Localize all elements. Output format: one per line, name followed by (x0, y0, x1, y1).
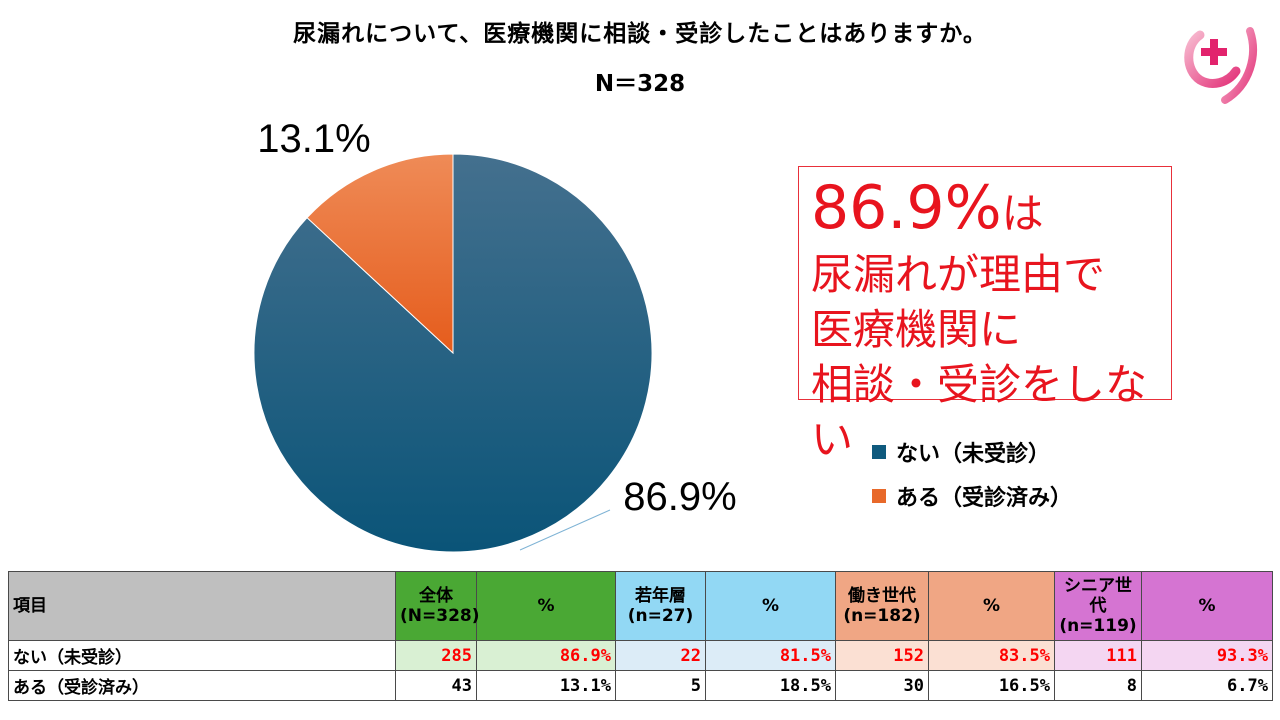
legend-item-aru: ある（受診済み） (872, 474, 1072, 518)
header-senior-n: (n=119) (1059, 616, 1137, 636)
header-senior-name: シニア世代 (1064, 576, 1132, 616)
header-hataraki-pct: % (928, 571, 1055, 641)
header-item: 項目 (8, 571, 396, 641)
pie-slice-aru (306, 153, 454, 355)
table-cell: 30 (835, 670, 929, 701)
table-cell: 22 (615, 640, 706, 671)
header-jakunen-n: (n=27) (627, 606, 694, 626)
header-jakunen-pct: % (705, 571, 836, 641)
callout-line-3: 相談・受診をしない (811, 360, 1148, 464)
table-cell: 111 (1054, 640, 1142, 671)
callout-line-1: 尿漏れが理由で (811, 250, 1106, 299)
row-label: ない（未受診） (8, 640, 396, 671)
header-senior-pct: % (1141, 571, 1273, 641)
row-label: ある（受診済み） (8, 670, 396, 701)
callout-line-2: 医療機関に (811, 305, 1022, 354)
header-zentai-pct: % (476, 571, 616, 641)
table-cell: 6.7% (1141, 670, 1273, 701)
legend-item-nai: ない（未受診） (872, 430, 1072, 474)
legend-swatch-nai (872, 445, 886, 459)
table-header-row: 項目 全体 (N=328) % 若年層 (n=27) % 働き世代 (n=182) %… (8, 571, 1273, 641)
table-row-nai: ない（未受診） 285 86.9% 22 81.5% 152 83.5% 111… (8, 640, 1273, 671)
callout-suffix: は (1001, 189, 1044, 238)
legend-label-aru: ある（受診済み） (896, 486, 1073, 511)
header-jakunen: 若年層 (n=27) (615, 571, 706, 641)
table-cell: 43 (395, 670, 477, 701)
table-row-aru: ある（受診済み） 43 13.1% 5 18.5% 30 16.5% 8 6.7… (8, 670, 1273, 701)
table-cell: 81.5% (705, 640, 836, 671)
header-zentai-n: (N=328) (400, 606, 480, 626)
header-zentai-name: 全体 (419, 586, 453, 606)
legend: ない（未受診） ある（受診済み） (872, 430, 1072, 518)
table-cell: 152 (835, 640, 929, 671)
table-cell: 93.3% (1141, 640, 1273, 671)
table-cell: 86.9% (476, 640, 616, 671)
header-hataraki-name: 働き世代 (848, 586, 916, 606)
table-cell: 83.5% (928, 640, 1055, 671)
table-cell: 285 (395, 640, 477, 671)
table-cell: 16.5% (928, 670, 1055, 701)
header-zentai: 全体 (N=328) (395, 571, 480, 641)
header-jakunen-name: 若年層 (635, 586, 686, 606)
table-cell: 18.5% (705, 670, 836, 701)
slice-label-nai: 86.9% (623, 475, 736, 519)
header-senior: シニア世代 (n=119) (1054, 571, 1142, 641)
legend-label-nai: ない（未受診） (896, 442, 1051, 467)
pink-cross-logo (1184, 27, 1257, 104)
summary-table: 項目 全体 (N=328) % 若年層 (n=27) % 働き世代 (n=182) %… (8, 571, 1273, 701)
table-cell: 5 (615, 670, 706, 701)
legend-swatch-aru (872, 489, 886, 503)
leader-line (519, 509, 611, 551)
callout-box: 86.9%は 尿漏れが理由で 医療機関に 相談・受診をしない (798, 166, 1172, 464)
chart-subtitle: N＝328 (594, 71, 686, 97)
pie-chart: 13.1% 86.9% (253, 27, 1257, 553)
chart-title: 尿漏れについて、医療機関に相談・受診したことはありますか。 (293, 21, 987, 47)
header-hataraki-n: (n=182) (843, 606, 921, 626)
slice-label-aru: 13.1% (257, 117, 370, 161)
table-cell: 8 (1054, 670, 1142, 701)
header-hataraki: 働き世代 (n=182) (835, 571, 929, 641)
callout-big-percent: 86.9% (811, 173, 1002, 243)
table-cell: 13.1% (476, 670, 616, 701)
